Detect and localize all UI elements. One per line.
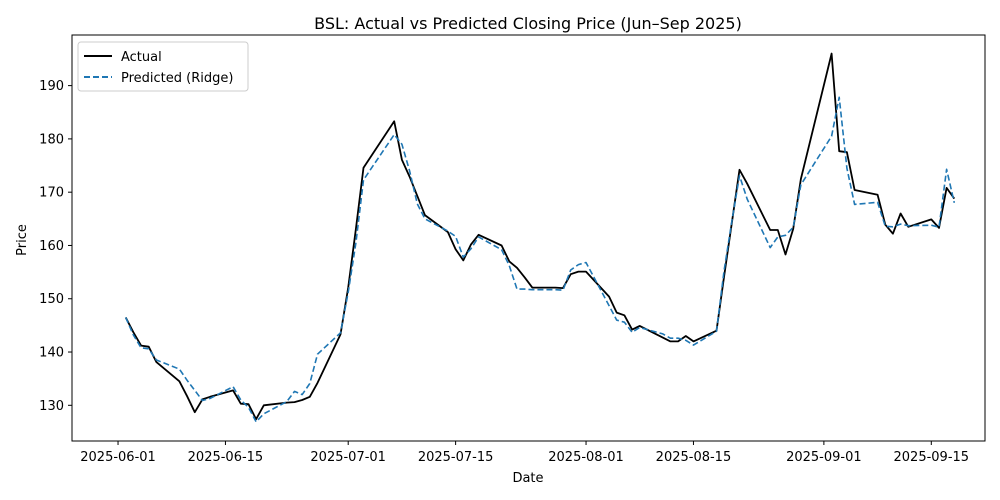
legend-label-actual: Actual xyxy=(121,50,162,65)
y-tick-label: 190 xyxy=(39,79,64,94)
y-tick-label: 140 xyxy=(39,346,64,361)
y-tick-label: 150 xyxy=(39,292,64,307)
x-tick-label: 2025-08-01 xyxy=(548,450,624,465)
y-tick-label: 170 xyxy=(39,186,64,201)
x-tick-label: 2025-08-15 xyxy=(656,450,732,465)
plot-lines xyxy=(124,52,956,423)
y-axis: 130 140 150 160 170 180 190 xyxy=(39,79,72,414)
y-tick-label: 180 xyxy=(39,132,64,147)
y-tick-label: 130 xyxy=(39,399,64,414)
y-tick-label: 160 xyxy=(39,239,64,254)
series-line-actual xyxy=(124,52,956,421)
y-axis-label: Price xyxy=(15,224,30,256)
legend-label-predicted: Predicted (Ridge) xyxy=(121,71,233,86)
plot-frame xyxy=(71,34,986,442)
x-tick-label: 2025-06-15 xyxy=(188,450,264,465)
legend: Actual Predicted (Ridge) xyxy=(77,41,249,92)
x-tick-label: 2025-07-01 xyxy=(310,450,386,465)
x-tick-label: 2025-06-01 xyxy=(80,450,156,465)
series-line-predicted xyxy=(124,96,956,423)
legend-box xyxy=(77,41,249,92)
x-axis: 2025-06-01 2025-06-15 2025-07-01 2025-07-15… xyxy=(80,441,969,465)
x-tick-label: 2025-09-15 xyxy=(894,450,970,465)
chart-title: BSL: Actual vs Predicted Closing Price (… xyxy=(314,14,742,33)
x-tick-label: 2025-09-01 xyxy=(786,450,862,465)
x-axis-label: Date xyxy=(512,471,543,486)
x-tick-label: 2025-07-15 xyxy=(418,450,494,465)
